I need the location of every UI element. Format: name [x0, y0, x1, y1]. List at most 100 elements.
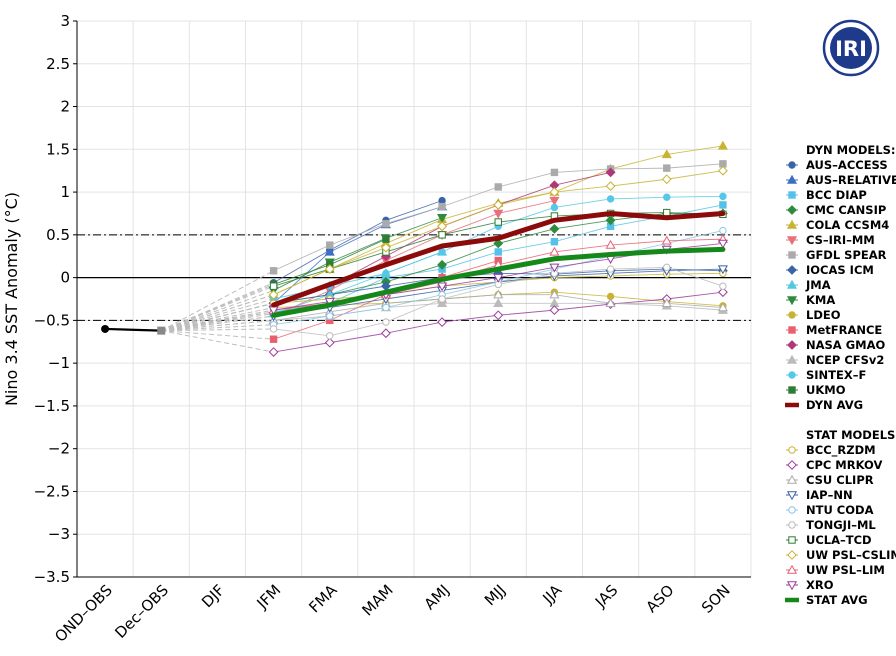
connector-line [161, 285, 274, 332]
legend-label: CS–IRI–MM [806, 233, 875, 247]
legend-label: STAT AVG [806, 593, 868, 607]
legend-swatch-marker [787, 265, 797, 275]
legend-swatch-marker [788, 251, 796, 259]
legend-label: XRO [806, 578, 834, 592]
connector-line [161, 330, 274, 340]
data-point [438, 231, 446, 239]
legend-label: IAP–NN [806, 488, 853, 502]
legend-label: UW PSL–CSLIM [806, 548, 896, 562]
data-point [549, 187, 560, 197]
data-point [382, 303, 390, 312]
legend-item: IOCAS ICM [786, 263, 874, 277]
legend-item: UW PSL–CSLIM [786, 548, 896, 562]
data-point [437, 317, 447, 328]
legend-label: AUS–RELATIVE [806, 173, 896, 187]
data-point [550, 237, 559, 246]
legend-swatch-marker [786, 354, 798, 364]
data-point [493, 273, 504, 283]
legend-label: NASA GMAO [806, 338, 885, 352]
legend-item: COLA CCSM4 [786, 218, 889, 232]
y-tick-label: 2 [60, 98, 70, 116]
connector-line [161, 309, 274, 332]
data-point [493, 298, 504, 307]
data-point [605, 215, 616, 226]
observed-line [105, 327, 162, 332]
data-point [324, 337, 335, 348]
data-point [605, 298, 616, 307]
y-axis-title: Nino 3.4 SST Anomaly (°C) [2, 192, 21, 406]
legend-swatch-marker [788, 506, 796, 514]
legend-swatch-marker [788, 521, 796, 529]
y-tick-label: 2.5 [46, 55, 70, 73]
legend-item: AUS–ACCESS [786, 158, 888, 172]
data-point [438, 248, 446, 256]
y-tick-label: 0.5 [46, 226, 70, 244]
data-point [661, 298, 672, 307]
connector-line [161, 270, 274, 332]
data-point [663, 208, 671, 217]
data-point [717, 302, 728, 312]
legend-item: CMC CANSIP [786, 203, 886, 217]
legend-label: BCC_RZDM [806, 443, 876, 458]
legend-swatch-marker [788, 371, 796, 379]
legend-label: TONGJI–ML [806, 518, 876, 532]
legend-label: LDEO [806, 308, 841, 322]
data-point [324, 246, 335, 256]
data-point [550, 203, 559, 212]
connector-line [161, 324, 274, 332]
legend-swatch-marker [788, 191, 796, 199]
series-line [273, 200, 555, 317]
data-point [382, 220, 390, 228]
connector-line [161, 302, 274, 332]
data-point [382, 318, 390, 326]
legend-item: MetFRANCE [786, 323, 882, 337]
legend-label: UKMO [806, 383, 846, 397]
legend-item: BCC DIAP [786, 188, 867, 202]
legend-label: BCC DIAP [806, 188, 867, 202]
data-point [719, 192, 727, 201]
legend-swatch-marker [787, 550, 797, 560]
legend-dyn-header: DYN MODELS: [806, 143, 896, 157]
legend-swatch-marker [787, 460, 797, 470]
legend-swatch-marker [788, 311, 796, 319]
data-point [663, 164, 671, 172]
connector-line [161, 330, 274, 353]
connector-line [161, 328, 274, 332]
legend-swatch-marker [788, 536, 796, 544]
logo-text: IRI [835, 37, 867, 61]
data-point [494, 218, 502, 226]
data-point [493, 209, 504, 219]
data-point [606, 195, 615, 203]
data-point [326, 312, 334, 320]
legend-swatch-marker [788, 326, 796, 334]
legend-item: UW PSL–LIM [786, 563, 885, 577]
legend-label: UCLA–TCD [806, 533, 872, 547]
logo-disc [830, 27, 872, 69]
data-point [437, 298, 448, 307]
legend-item: TONGJI–ML [786, 518, 876, 532]
legend-swatch-marker [786, 279, 798, 289]
legend-label: CSU CLIPR [806, 473, 874, 487]
data-point [269, 325, 278, 333]
stat-avg-line [271, 246, 726, 318]
observed-point [157, 326, 166, 335]
data-point [494, 183, 502, 191]
data-point [437, 282, 448, 292]
data-point [661, 235, 672, 245]
data-point [381, 242, 391, 253]
legend-label: COLA CCSM4 [806, 218, 889, 232]
data-point [437, 214, 448, 223]
data-point [381, 328, 391, 339]
legend-label: KMA [806, 293, 835, 307]
legend-item: IAP–NN [786, 488, 853, 502]
legend-swatch-marker [786, 174, 798, 184]
data-point [549, 196, 560, 206]
legend-label: JMA [805, 278, 831, 292]
data-point [718, 165, 728, 176]
data-point [268, 289, 279, 300]
data-point [549, 289, 560, 299]
data-point [382, 235, 390, 243]
legend-item: UKMO [786, 383, 846, 397]
